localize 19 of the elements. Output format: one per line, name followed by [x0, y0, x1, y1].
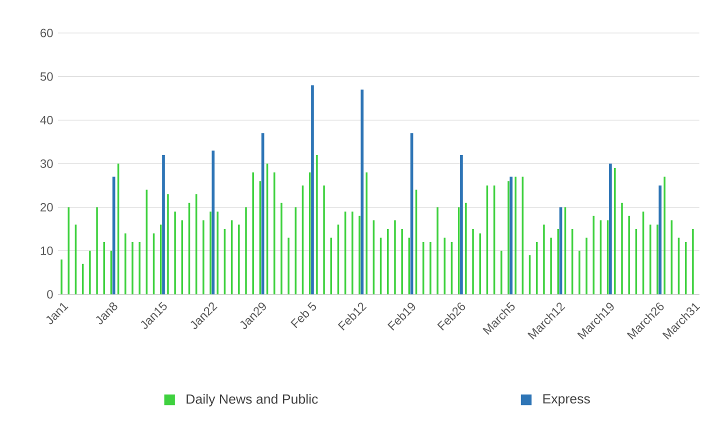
y-tick-label: 0: [47, 290, 53, 299]
bar: [460, 154, 463, 294]
y-tick-label: 40: [40, 116, 53, 124]
bar: [212, 150, 215, 294]
y-tick-label: 30: [40, 159, 53, 168]
legend-label: Daily News and Public: [186, 394, 318, 406]
bar: [360, 90, 364, 294]
y-tick-label: 50: [40, 72, 53, 81]
bar: [609, 164, 612, 294]
y-tick-label: 20: [40, 202, 53, 212]
bar: [510, 176, 513, 294]
y-tick-label: 60: [40, 28, 53, 38]
legend-label: Express: [543, 394, 590, 406]
bar: [311, 85, 314, 294]
y-tick-label: 10: [40, 246, 53, 256]
bar: [112, 176, 116, 294]
x-tick-label: Feb 5: [290, 302, 316, 328]
bar: [658, 185, 662, 294]
bar: [162, 154, 165, 294]
